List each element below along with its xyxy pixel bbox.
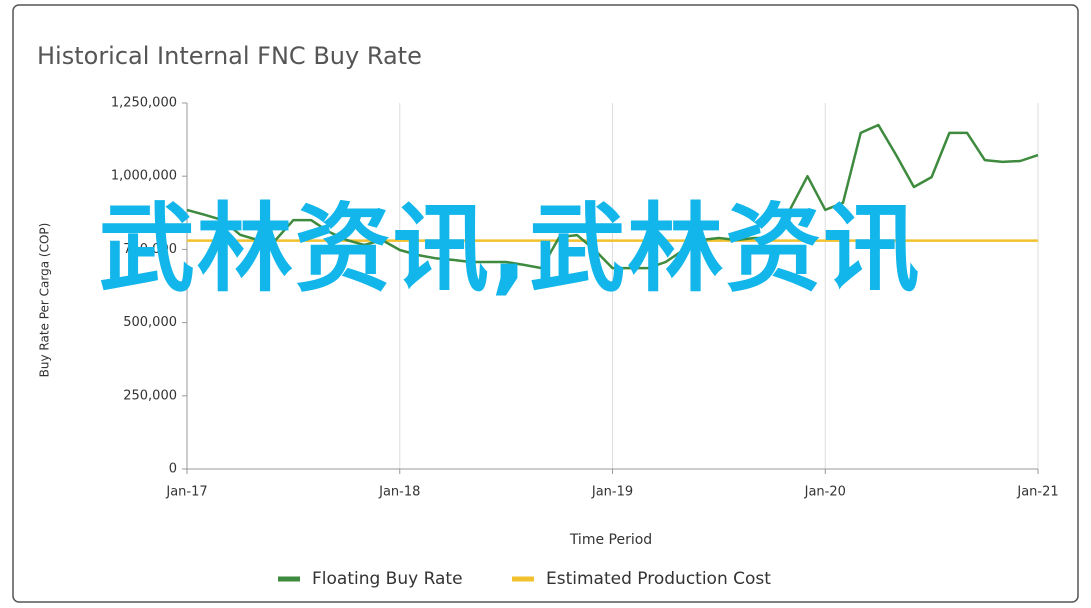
x-tick-label: Jan-17	[165, 485, 207, 500]
y-tick-label: 1,000,000	[111, 169, 177, 184]
x-tick-label: Jan-20	[804, 485, 846, 500]
y-tick-label: 250,000	[123, 388, 177, 403]
watermark: 武林资讯,武林资讯	[98, 193, 922, 305]
x-tick-label: Jan-19	[591, 485, 633, 500]
legend-label: Floating Buy Rate	[312, 569, 463, 589]
frame	[12, 4, 1079, 603]
series-line	[186, 123, 1039, 270]
x-axis-label: Time Period	[569, 532, 652, 548]
y-tick-label: 500,000	[123, 315, 177, 330]
x-tick-label: Jan-21	[1016, 485, 1058, 500]
y-tick-label: 750,000	[123, 242, 177, 257]
y-tick-label: 1,250,000	[111, 96, 177, 111]
y-axis-label: Buy Rate Per Carga (COP)	[38, 223, 52, 378]
x-tick-label: Jan-18	[378, 485, 420, 500]
legend-label: Estimated Production Cost	[546, 569, 771, 589]
y-tick-label: 0	[169, 462, 177, 477]
chart-title: Historical Internal FNC Buy Rate	[37, 42, 422, 70]
